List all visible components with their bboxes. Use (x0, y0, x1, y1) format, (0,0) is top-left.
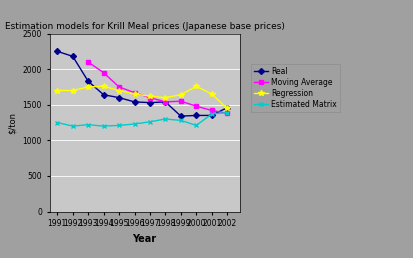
Moving Average (178, 100, 183, 103)
Estimated Matrix (85, 123, 90, 126)
Regression (178, 93, 183, 96)
Line: Real: Real (55, 49, 229, 118)
Regression (55, 89, 60, 92)
Moving Average (132, 91, 137, 94)
Real (194, 114, 199, 117)
Real (116, 96, 121, 99)
Real (178, 115, 183, 118)
Estimated Matrix (116, 124, 121, 127)
Regression (209, 93, 214, 96)
Regression (85, 85, 90, 88)
Estimated Matrix (101, 125, 106, 128)
Estimated Matrix (209, 112, 214, 116)
Moving Average (194, 105, 199, 108)
Regression (116, 89, 121, 92)
Moving Average (209, 109, 214, 112)
Estimated Matrix (70, 125, 75, 128)
Real (147, 101, 152, 104)
Estimated Matrix (178, 119, 183, 122)
Line: Moving Average: Moving Average (86, 60, 229, 115)
Moving Average (147, 96, 152, 99)
Regression (147, 95, 152, 98)
Real (163, 100, 168, 103)
Moving Average (163, 100, 168, 103)
Moving Average (225, 112, 230, 115)
Estimated Matrix (163, 117, 168, 120)
Legend: Real, Moving Average, Regression, Estimated Matrix: Real, Moving Average, Regression, Estima… (251, 64, 339, 112)
Regression (70, 89, 75, 92)
Regression (194, 85, 199, 88)
Line: Estimated Matrix: Estimated Matrix (55, 110, 229, 128)
Real (209, 114, 214, 117)
Regression (225, 107, 230, 110)
Real (225, 106, 230, 109)
Real (101, 93, 106, 96)
Real (70, 55, 75, 58)
Line: Regression: Regression (55, 83, 230, 111)
Estimated Matrix (132, 123, 137, 126)
X-axis label: Year: Year (133, 234, 157, 244)
Real (55, 50, 60, 53)
Moving Average (116, 85, 121, 88)
Estimated Matrix (147, 120, 152, 123)
Regression (132, 93, 137, 96)
Real (85, 80, 90, 83)
Moving Average (85, 60, 90, 63)
Title: Estimation models for Krill Meal prices (Japanese base prices): Estimation models for Krill Meal prices … (5, 22, 285, 31)
Regression (101, 85, 106, 88)
Real (132, 100, 137, 103)
Estimated Matrix (194, 124, 199, 127)
Regression (163, 96, 168, 99)
Estimated Matrix (225, 111, 230, 114)
Moving Average (101, 71, 106, 74)
Estimated Matrix (55, 121, 60, 124)
Y-axis label: $/ton: $/ton (8, 111, 17, 134)
